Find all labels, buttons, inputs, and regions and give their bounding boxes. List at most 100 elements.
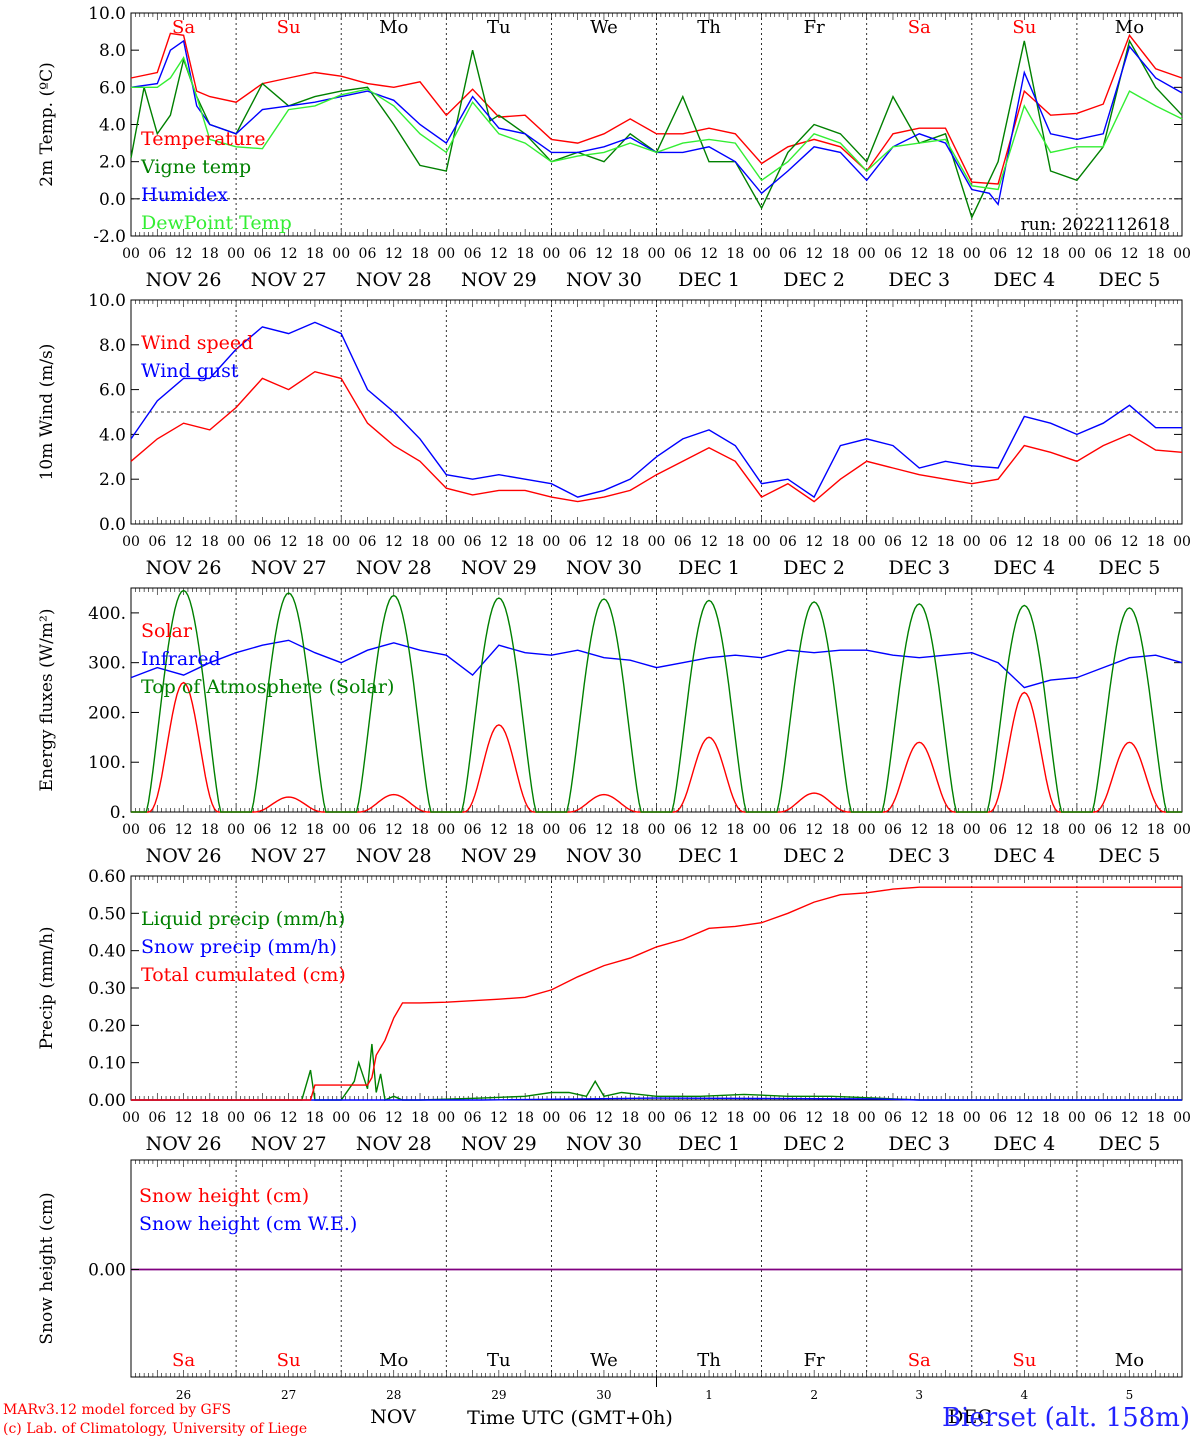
legend-entry: Vigne temp xyxy=(140,156,251,178)
hour-tick-label: 12 xyxy=(175,822,193,838)
hour-tick-label: 00 xyxy=(332,1110,350,1126)
x-axis-title: Time UTC (GMT+0h) xyxy=(467,1407,673,1429)
legend-entry: Infrared xyxy=(141,648,221,670)
hour-tick-label: 06 xyxy=(569,1110,587,1126)
hour-tick-label: 00 xyxy=(753,246,771,262)
hour-tick-label: 12 xyxy=(490,246,508,262)
hour-tick-label: 06 xyxy=(1094,246,1112,262)
day-number-label: 27 xyxy=(281,1388,296,1402)
panel-3: 0. 100. 200. 300. 400. Energy fluxes (W/m²) So… xyxy=(37,587,1191,867)
hour-tick-label: 06 xyxy=(674,822,692,838)
hour-tick-label: 00 xyxy=(332,246,350,262)
hour-tick-label: 12 xyxy=(1015,534,1033,550)
date-label: NOV 27 xyxy=(251,557,327,579)
hour-tick-label: 18 xyxy=(937,246,955,262)
hour-tick-label: 12 xyxy=(280,1110,298,1126)
hour-tick-label: 00 xyxy=(963,246,981,262)
date-label: DEC 2 xyxy=(783,269,845,291)
weekday-label: Fr xyxy=(804,1350,825,1371)
hour-tick-label: 00 xyxy=(437,1110,455,1126)
date-label: DEC 1 xyxy=(678,1133,740,1155)
series-dewpoint-temp xyxy=(131,56,1183,191)
hour-tick-label: 00 xyxy=(858,246,876,262)
legend-entry: Snow height (cm W.E.) xyxy=(139,1213,357,1235)
footer: MARv3.12 model forced by GFS (c) Lab. of… xyxy=(3,1402,1190,1437)
hour-tick-label: 00 xyxy=(542,822,560,838)
y-tick-label: 0.30 xyxy=(88,979,126,999)
hour-tick-label: 00 xyxy=(1068,246,1086,262)
hour-tick-label: 18 xyxy=(832,246,850,262)
y-tick-label: 2.0 xyxy=(99,470,126,490)
day-number-label: 29 xyxy=(491,1388,506,1402)
date-label: DEC 4 xyxy=(993,845,1055,867)
date-label: DEC 2 xyxy=(783,845,845,867)
date-label: DEC 1 xyxy=(678,845,740,867)
hour-tick-label: 06 xyxy=(569,534,587,550)
day-number-label: 30 xyxy=(596,1388,611,1402)
legend-entry: Top of Atmosphere (Solar) xyxy=(141,676,394,698)
hour-tick-label: 18 xyxy=(306,534,324,550)
hour-tick-label: 06 xyxy=(989,822,1007,838)
hour-tick-label: 12 xyxy=(1121,822,1139,838)
hour-tick-label: 00 xyxy=(332,534,350,550)
series-vigne-temp xyxy=(130,39,1183,220)
hour-tick-label: 00 xyxy=(437,246,455,262)
hour-tick-label: 18 xyxy=(201,534,219,550)
hour-tick-label: 12 xyxy=(175,1110,193,1126)
hour-tick-label: 18 xyxy=(516,534,534,550)
date-label: DEC 1 xyxy=(678,269,740,291)
date-label: DEC 2 xyxy=(783,1133,845,1155)
y-tick-label: 0.40 xyxy=(88,942,126,962)
legend-entry: Wind speed xyxy=(141,332,253,354)
legend-entry: Snow height (cm) xyxy=(139,1185,309,1207)
y-axis-label: 10m Wind (m/s) xyxy=(37,344,57,481)
weekday-label: Su xyxy=(1012,17,1036,38)
day-number-label: 28 xyxy=(386,1388,401,1402)
date-label: DEC 3 xyxy=(888,845,950,867)
weekday-label: Tu xyxy=(487,1350,511,1371)
date-label: NOV 29 xyxy=(461,269,537,291)
hour-tick-label: 06 xyxy=(359,822,377,838)
day-number-label: 1 xyxy=(705,1388,713,1402)
hour-tick-label: 18 xyxy=(411,822,429,838)
y-tick-label: 10.0 xyxy=(88,4,126,24)
hour-tick-label: 18 xyxy=(832,534,850,550)
date-label: NOV 30 xyxy=(566,1133,642,1155)
y-axis-label: Energy fluxes (W/m²) xyxy=(37,609,57,792)
hour-tick-label: 18 xyxy=(201,1110,219,1126)
y-tick-label: 8.0 xyxy=(99,336,126,356)
hour-tick-label: 00 xyxy=(437,822,455,838)
hour-tick-label: 18 xyxy=(411,1110,429,1126)
hour-tick-label: 12 xyxy=(700,246,718,262)
date-label: DEC 3 xyxy=(888,557,950,579)
legend-entry: Wind gust xyxy=(141,360,239,382)
weekday-label: Mo xyxy=(1115,1350,1144,1371)
y-tick-label: 400. xyxy=(88,604,126,624)
date-label: NOV 28 xyxy=(356,845,432,867)
hour-tick-label: 06 xyxy=(253,534,271,550)
hour-tick-label: 18 xyxy=(411,246,429,262)
hour-tick-label: 12 xyxy=(175,246,193,262)
hour-tick-label: 06 xyxy=(674,246,692,262)
hour-tick-label: 00 xyxy=(227,1110,245,1126)
hour-tick-label: 12 xyxy=(595,1110,613,1126)
hour-tick-label: 12 xyxy=(385,246,403,262)
month-label-nov: NOV xyxy=(370,1406,416,1428)
hour-tick-label: 12 xyxy=(1015,1110,1033,1126)
y-tick-label: -2.0 xyxy=(93,227,126,247)
hour-tick-label: 18 xyxy=(306,246,324,262)
hour-tick-label: 18 xyxy=(937,534,955,550)
y-tick-label: 0.00 xyxy=(88,1261,126,1281)
y-tick-label: 0.0 xyxy=(99,190,126,210)
date-label: NOV 26 xyxy=(146,1133,222,1155)
legend-entry: Snow precip (mm/h) xyxy=(141,936,337,958)
hour-tick-label: 18 xyxy=(726,1110,744,1126)
hour-tick-label: 00 xyxy=(122,822,140,838)
date-label: NOV 27 xyxy=(251,269,327,291)
hour-tick-label: 00 xyxy=(1068,822,1086,838)
hour-tick-label: 18 xyxy=(621,534,639,550)
series-wind-speed xyxy=(130,370,1183,503)
date-label: DEC 5 xyxy=(1099,557,1161,579)
hour-tick-label: 12 xyxy=(700,822,718,838)
hour-tick-label: 00 xyxy=(858,534,876,550)
